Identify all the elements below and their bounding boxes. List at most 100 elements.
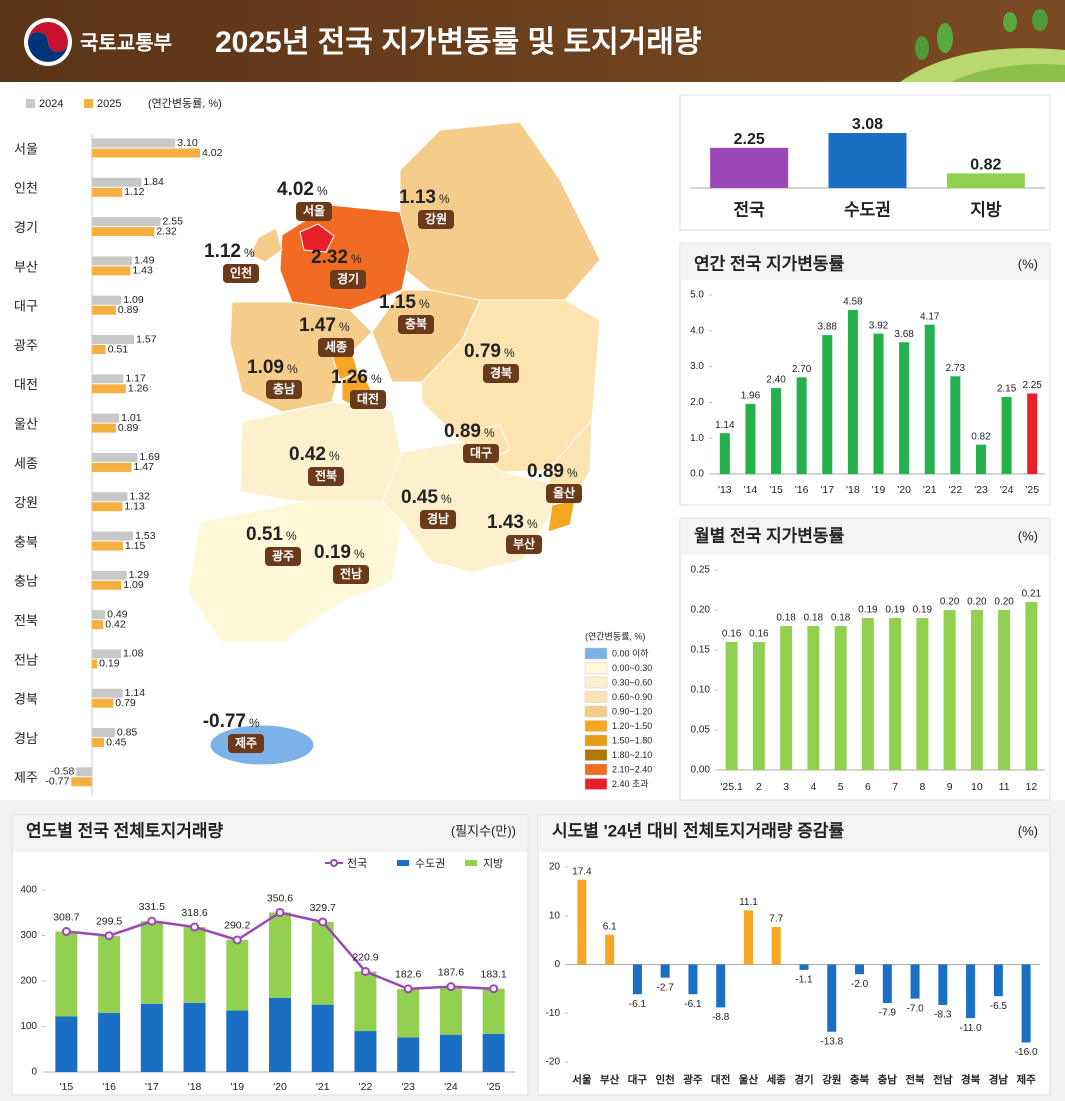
value-label: 0.16 xyxy=(749,629,769,640)
value-label: 4.58 xyxy=(843,297,863,308)
bar xyxy=(92,659,98,669)
region-unit: % xyxy=(567,466,578,480)
bar xyxy=(92,217,161,227)
bar xyxy=(311,921,334,1005)
legend-label: 2.10~2.40 xyxy=(612,764,652,774)
value-label: 1.32 xyxy=(129,490,150,502)
category-label: '20 xyxy=(897,484,911,496)
category-label: '22 xyxy=(949,484,963,496)
value-label: -7.9 xyxy=(879,1008,897,1019)
bar xyxy=(966,964,976,1019)
bar xyxy=(92,266,131,276)
category-label: 경북 xyxy=(14,692,38,707)
bar xyxy=(916,618,929,770)
region-unit: % xyxy=(504,346,515,360)
category-label: 서울 xyxy=(572,1073,592,1086)
bar xyxy=(807,626,820,770)
bar xyxy=(140,921,163,1004)
legend-swatch xyxy=(584,734,608,747)
region-badge xyxy=(308,467,344,486)
bar xyxy=(970,610,983,770)
bar xyxy=(855,964,865,975)
value-label: 0.18 xyxy=(804,613,824,624)
value-label: 2.15 xyxy=(997,384,1017,395)
value-label: 6.1 xyxy=(603,921,617,932)
value-label: 1.15 xyxy=(125,540,146,552)
region-name: 전북 xyxy=(315,468,337,483)
legend-swatch xyxy=(84,99,93,108)
legend-label: 1.50~1.80 xyxy=(612,735,652,745)
bar xyxy=(439,986,462,1035)
bar xyxy=(98,935,121,1013)
bar xyxy=(882,964,892,1004)
legend-swatch xyxy=(584,691,608,703)
category-label: 충북 xyxy=(850,1073,870,1086)
value-label: 1.84 xyxy=(143,176,164,188)
y-tick-label: 0.20 xyxy=(691,605,711,616)
category-label: 11 xyxy=(999,781,1010,793)
legend-label: 0.90~1.20 xyxy=(612,706,652,716)
value-label: 1.43 xyxy=(132,265,153,277)
bar xyxy=(780,626,793,770)
legend-swatch xyxy=(584,676,608,689)
region-value: 0.89 xyxy=(444,421,481,442)
value-label: 0.19 xyxy=(885,605,905,616)
bar xyxy=(92,541,123,551)
bar xyxy=(226,1010,249,1072)
value-label: -1.1 xyxy=(795,975,813,986)
line-point xyxy=(147,916,157,926)
value-label: 7.7 xyxy=(769,914,783,925)
region-badge xyxy=(265,547,301,566)
bar xyxy=(92,649,122,659)
region-shape xyxy=(229,301,373,413)
legend-swatch xyxy=(584,705,608,718)
y-tick-label: 2.0 xyxy=(690,397,704,408)
bar xyxy=(140,1003,163,1072)
legend-swatch xyxy=(397,860,409,866)
region-unit: % xyxy=(286,529,297,543)
region-unit: % xyxy=(441,492,452,506)
category-label: '17 xyxy=(145,1081,159,1093)
value-label: 1.96 xyxy=(741,390,761,401)
header-decoration xyxy=(900,9,1065,82)
header-bar xyxy=(0,0,1065,82)
value-label: 2.25 xyxy=(1022,380,1042,391)
category-label: 수도권 xyxy=(844,200,891,219)
chart-unit: (필지수(만)) xyxy=(451,823,516,838)
region-badge xyxy=(333,565,369,584)
value-label: 0.20 xyxy=(940,597,960,608)
bar xyxy=(943,610,956,770)
category-label: 제주 xyxy=(1016,1073,1036,1086)
value-label: -6.1 xyxy=(629,999,647,1010)
y-tick-label: 0.00 xyxy=(691,765,711,776)
category-label: '16 xyxy=(102,1081,116,1093)
value-label: 1.13 xyxy=(124,500,145,512)
legend-label: 2025 xyxy=(97,98,121,110)
value-label: -16.0 xyxy=(1015,1047,1038,1058)
value-label: 2.32 xyxy=(156,225,177,237)
value-label: 0.82 xyxy=(970,157,1001,174)
category-label: '25 xyxy=(487,1081,501,1093)
value-label: -2.0 xyxy=(851,979,869,990)
region-value: 0.89 xyxy=(527,461,564,482)
bar xyxy=(710,147,789,188)
y-tick-label: 400 xyxy=(20,885,37,896)
map xyxy=(187,121,601,766)
y-tick-label: 0 xyxy=(554,959,560,970)
region-unit: % xyxy=(287,362,298,376)
value-label: 318.6 xyxy=(181,907,207,919)
value-label: 0.85 xyxy=(117,726,138,738)
value-label: 2.73 xyxy=(946,363,966,374)
y-tick-label: 200 xyxy=(20,976,37,987)
bar xyxy=(660,964,670,978)
bar xyxy=(92,610,106,620)
region-unit: % xyxy=(371,372,382,386)
bar xyxy=(92,502,123,512)
bar xyxy=(743,910,753,965)
bar xyxy=(76,767,92,777)
bar xyxy=(92,452,138,462)
panel xyxy=(537,814,1051,1096)
region-badge xyxy=(296,202,332,221)
category-label: 경남 xyxy=(14,731,38,746)
category-label: 4 xyxy=(810,781,816,793)
